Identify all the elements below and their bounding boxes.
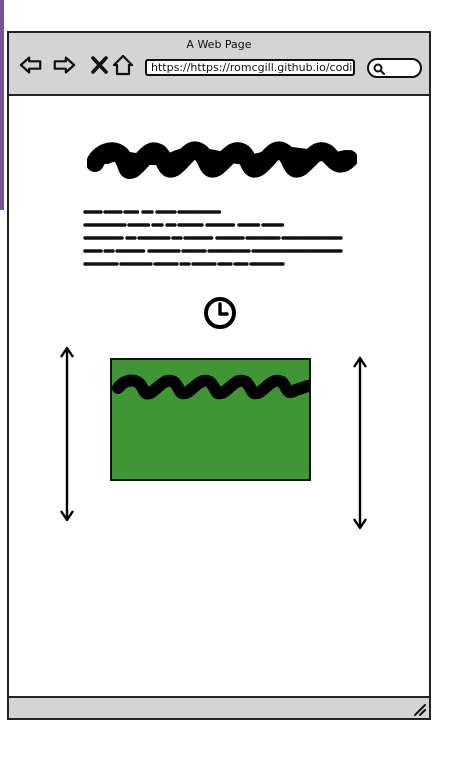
- clock-icon: [204, 297, 236, 329]
- heading-placeholder: [87, 141, 357, 179]
- home-icon[interactable]: [111, 54, 135, 76]
- search-field[interactable]: [367, 58, 422, 78]
- browser-status-bar: [9, 696, 429, 718]
- scroll-arrow-right: [353, 356, 367, 530]
- resize-grip-icon[interactable]: [412, 702, 426, 716]
- left-edge-accent: [0, 0, 4, 210]
- browser-titlebar: A Web Page https://https://romcgill.gith…: [9, 33, 429, 96]
- window-title: A Web Page: [186, 38, 252, 51]
- image-placeholder: [110, 358, 311, 481]
- browser-window: A Web Page https://https://romcgill.gith…: [7, 31, 431, 720]
- paragraph-placeholder: [83, 210, 343, 266]
- search-icon: [373, 63, 385, 75]
- close-x-icon[interactable]: [88, 54, 112, 76]
- forward-arrow-icon[interactable]: [52, 54, 76, 76]
- address-bar[interactable]: https://https://romcgill.github.io/codin: [145, 59, 355, 76]
- scroll-arrow-left: [60, 346, 74, 522]
- back-arrow-icon[interactable]: [19, 54, 43, 76]
- image-caption-placeholder: [112, 374, 309, 400]
